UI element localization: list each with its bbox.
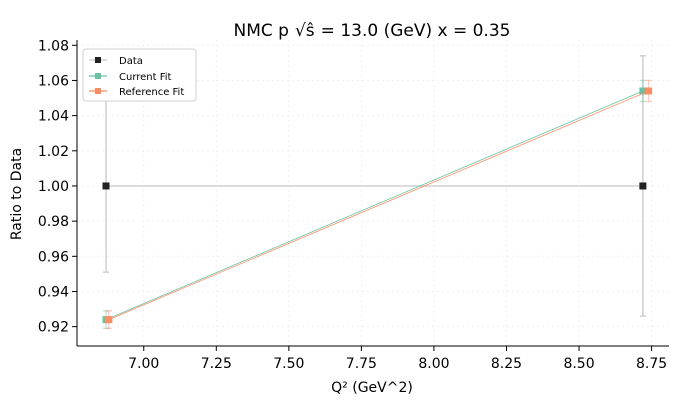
y-tick-label: 0.92 xyxy=(38,320,69,336)
legend-marker-reference-fit xyxy=(95,88,101,94)
y-tick-label: 1.00 xyxy=(38,179,69,195)
x-tick-label: 7.25 xyxy=(201,356,232,372)
data-point xyxy=(102,182,110,190)
legend-label-data: Data xyxy=(119,56,143,67)
series-line xyxy=(108,90,649,320)
legend-label-reference-fit: Reference Fit xyxy=(119,87,184,98)
y-tick-label: 1.02 xyxy=(38,144,69,160)
legend-label-current-fit: Current Fit xyxy=(119,72,172,83)
legend-item-current-fit: Current Fit xyxy=(89,72,172,83)
series-current-fit xyxy=(102,79,647,330)
x-tick-label: 8.75 xyxy=(636,356,667,372)
y-tick-label: 1.08 xyxy=(38,38,69,54)
legend: Data Current Fit Reference Fit xyxy=(82,48,197,102)
x-tick-label: 7.00 xyxy=(128,356,159,372)
title-sqrt-s-symbol: √ŝ xyxy=(295,21,315,41)
series-reference-fit xyxy=(105,79,653,330)
series-data xyxy=(102,55,647,317)
data-point xyxy=(645,87,653,95)
legend-item-data: Data xyxy=(89,56,143,67)
y-tick-label: 0.98 xyxy=(38,214,69,230)
legend-marker-current-fit xyxy=(95,73,101,79)
data-point xyxy=(639,87,647,95)
legend-item-reference-fit: Reference Fit xyxy=(89,87,184,98)
x-axis-label: Q² (GeV^2) xyxy=(331,380,413,396)
y-tick-label: 1.04 xyxy=(38,109,69,125)
axes xyxy=(72,40,669,351)
x-tick-label: 7.50 xyxy=(273,356,304,372)
x-tick-label: 8.25 xyxy=(491,356,522,372)
y-tick-label: 1.06 xyxy=(38,73,69,89)
data-point xyxy=(639,182,647,190)
data-point xyxy=(105,316,113,324)
x-tick-label: 8.00 xyxy=(418,356,449,372)
y-axis-label: Ratio to Data xyxy=(9,148,25,240)
y-tick-label: 0.94 xyxy=(38,284,69,300)
chart-title: NMC p √ŝ = 13.0 (GeV) x = 0.35 xyxy=(234,21,511,41)
chart-title-prefix: NMC p xyxy=(234,21,289,41)
legend-marker-data xyxy=(95,57,101,63)
legend-box xyxy=(82,48,197,102)
x-tick-label: 8.50 xyxy=(563,356,594,372)
chart-title-suffix: = 13.0 (GeV) x = 0.35 xyxy=(321,21,511,41)
y-tick-label: 0.96 xyxy=(38,249,69,265)
x-tick-label: 7.75 xyxy=(346,356,377,372)
tick-labels: 7.00 7.25 7.50 7.75 8.00 8.25 8.50 8.75 0.92 0.94… xyxy=(38,38,667,372)
series-line xyxy=(105,90,644,320)
plot-series xyxy=(102,55,653,330)
grid xyxy=(77,40,669,346)
